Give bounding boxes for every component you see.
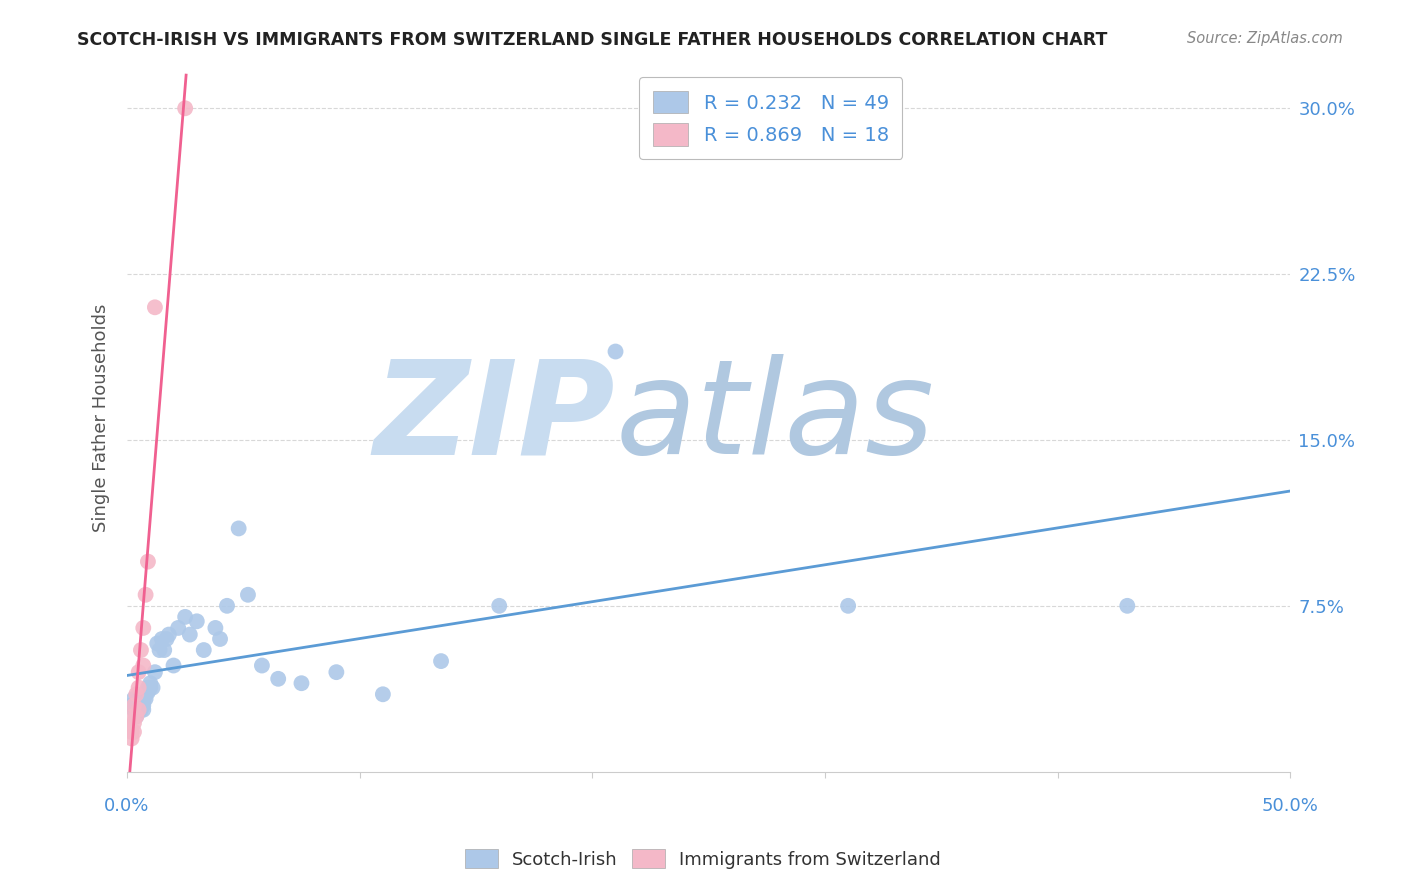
Point [136, 681, 159, 695]
Point [135, 687, 157, 701]
Point [150, 632, 173, 646]
Point [228, 521, 250, 535]
Point [121, 724, 143, 739]
Point [174, 101, 197, 115]
Point [135, 588, 157, 602]
Point [125, 709, 148, 723]
Point [837, 599, 859, 613]
Point [128, 691, 150, 706]
Point [1116, 599, 1139, 613]
Point [128, 681, 150, 695]
Point [325, 665, 347, 680]
Text: 0.0%: 0.0% [104, 797, 149, 814]
Point [209, 632, 232, 646]
Point [136, 685, 159, 699]
Point [135, 691, 157, 706]
Point [186, 615, 208, 629]
Point [605, 344, 627, 359]
Point [128, 700, 150, 714]
Y-axis label: Single Father Households: Single Father Households [93, 303, 110, 532]
Point [129, 698, 152, 713]
Point [157, 627, 180, 641]
Point [167, 621, 190, 635]
Point [132, 703, 155, 717]
Point [250, 658, 273, 673]
Point [132, 694, 155, 708]
Point [153, 643, 176, 657]
Point [139, 681, 162, 695]
Point [136, 555, 159, 569]
Text: ZIP: ZIP [374, 354, 616, 482]
Point [148, 643, 170, 657]
Point [174, 610, 197, 624]
Point [142, 681, 165, 695]
Point [121, 698, 143, 713]
Point [139, 676, 162, 690]
Point [143, 665, 166, 680]
Point [121, 709, 143, 723]
Point [193, 643, 215, 657]
Point [179, 627, 201, 641]
Point [129, 643, 152, 657]
Point [215, 599, 238, 613]
Point [132, 698, 155, 713]
Text: Source: ZipAtlas.com: Source: ZipAtlas.com [1187, 31, 1343, 46]
Point [129, 690, 152, 704]
Point [143, 301, 166, 315]
Text: atlas: atlas [616, 354, 935, 482]
Point [430, 654, 453, 668]
Legend: R = 0.232   N = 49, R = 0.869   N = 18: R = 0.232 N = 49, R = 0.869 N = 18 [640, 78, 903, 159]
Point [132, 658, 155, 673]
Point [122, 691, 145, 706]
Point [125, 694, 148, 708]
Point [371, 687, 394, 701]
Point [204, 621, 226, 635]
Point [155, 632, 177, 646]
Point [122, 703, 145, 717]
Point [146, 636, 169, 650]
Text: SCOTCH-IRISH VS IMMIGRANTS FROM SWITZERLAND SINGLE FATHER HOUSEHOLDS CORRELATION: SCOTCH-IRISH VS IMMIGRANTS FROM SWITZERL… [77, 31, 1108, 49]
Point [267, 672, 290, 686]
Point [122, 716, 145, 731]
Point [128, 696, 150, 710]
Text: 50.0%: 50.0% [1261, 797, 1319, 814]
Point [129, 703, 152, 717]
Point [118, 721, 141, 735]
Point [128, 665, 150, 680]
Point [488, 599, 510, 613]
Point [132, 621, 155, 635]
Legend: Scotch-Irish, Immigrants from Switzerland: Scotch-Irish, Immigrants from Switzerlan… [458, 841, 948, 876]
Point [128, 703, 150, 717]
Point [236, 588, 259, 602]
Point [121, 731, 143, 746]
Point [125, 709, 148, 723]
Point [122, 724, 145, 739]
Point [125, 687, 148, 701]
Point [122, 698, 145, 713]
Point [162, 658, 184, 673]
Point [290, 676, 312, 690]
